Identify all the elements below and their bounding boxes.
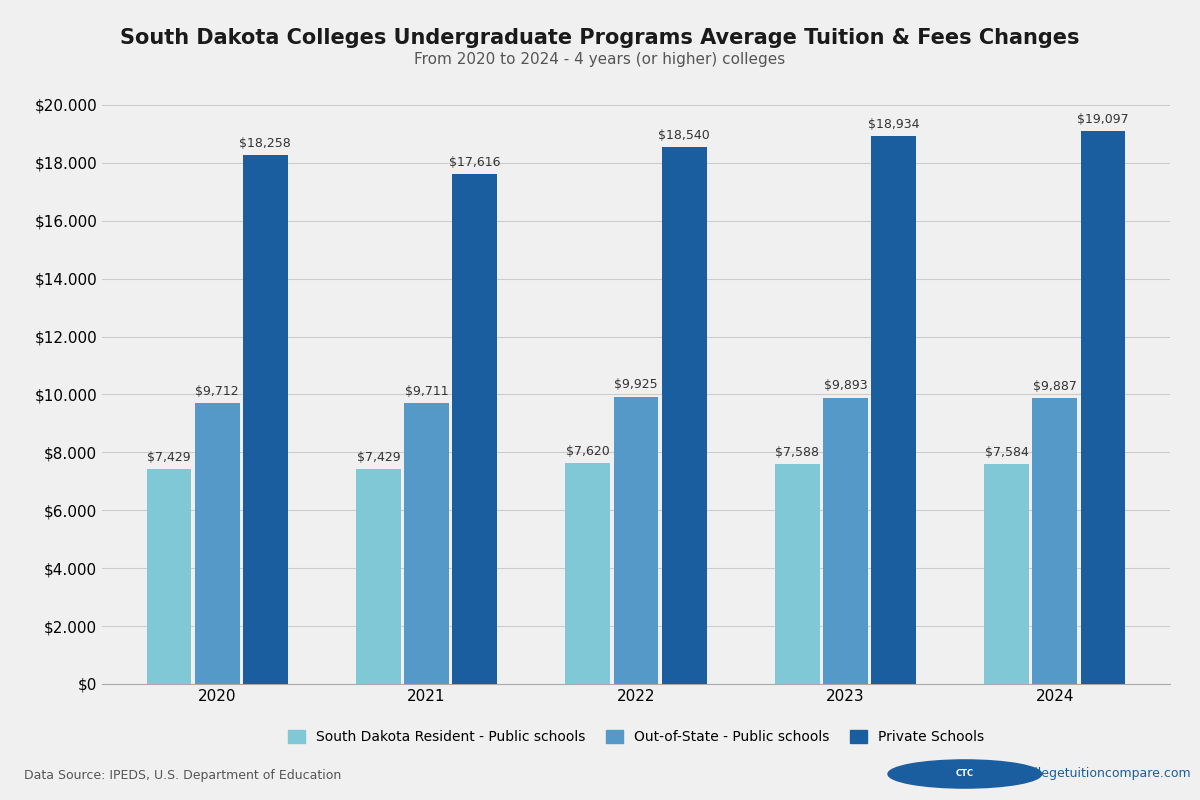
Text: $18,258: $18,258: [240, 137, 292, 150]
Bar: [661, 147, 707, 684]
Text: $7,584: $7,584: [985, 446, 1028, 459]
Text: $18,934: $18,934: [868, 118, 919, 130]
Bar: [146, 469, 192, 684]
Text: $7,588: $7,588: [775, 446, 820, 459]
Text: $19,097: $19,097: [1078, 113, 1129, 126]
Text: $7,429: $7,429: [356, 450, 401, 464]
Text: $9,712: $9,712: [196, 385, 239, 398]
Bar: [1032, 398, 1078, 684]
Text: $9,893: $9,893: [823, 379, 868, 392]
Bar: [404, 403, 449, 684]
Text: Data Source: IPEDS, U.S. Department of Education: Data Source: IPEDS, U.S. Department of E…: [24, 770, 341, 782]
Circle shape: [888, 760, 1042, 788]
Bar: [194, 403, 240, 684]
Text: $18,540: $18,540: [659, 129, 710, 142]
Bar: [984, 465, 1030, 684]
Bar: [775, 464, 820, 684]
Legend: South Dakota Resident - Public schools, Out-of-State - Public schools, Private S: South Dakota Resident - Public schools, …: [282, 725, 990, 750]
Text: From 2020 to 2024 - 4 years (or higher) colleges: From 2020 to 2024 - 4 years (or higher) …: [414, 52, 786, 67]
Bar: [1080, 131, 1126, 684]
Text: South Dakota Colleges Undergraduate Programs Average Tuition & Fees Changes: South Dakota Colleges Undergraduate Prog…: [120, 28, 1080, 48]
Bar: [613, 397, 659, 684]
Bar: [452, 174, 497, 684]
Text: $9,925: $9,925: [614, 378, 658, 391]
Text: CTC: CTC: [955, 770, 974, 778]
Text: $9,711: $9,711: [404, 385, 449, 398]
Text: $7,429: $7,429: [148, 450, 191, 464]
Text: $9,887: $9,887: [1033, 379, 1076, 393]
Bar: [356, 469, 401, 684]
Bar: [871, 136, 916, 684]
Bar: [242, 155, 288, 684]
Bar: [823, 398, 868, 684]
Text: $7,620: $7,620: [566, 445, 610, 458]
Bar: [565, 463, 611, 684]
Text: www.collegetuitioncompare.com: www.collegetuitioncompare.com: [986, 767, 1192, 781]
Text: $17,616: $17,616: [449, 156, 500, 169]
